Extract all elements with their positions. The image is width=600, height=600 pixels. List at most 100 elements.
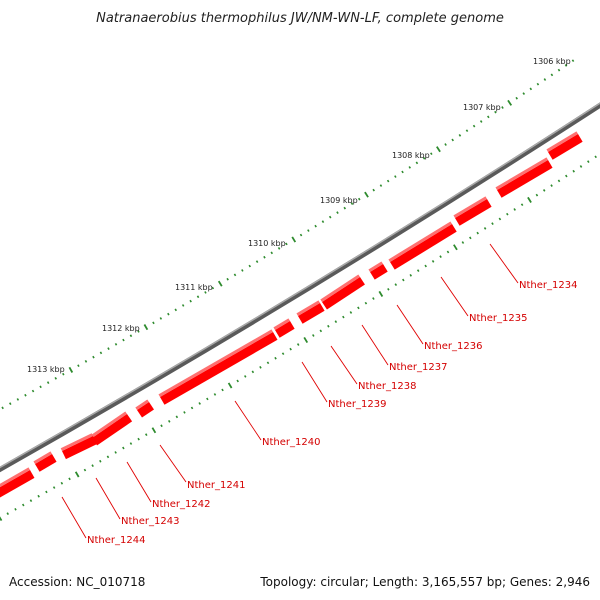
scale-tick <box>129 442 133 445</box>
scale-tick <box>491 222 494 226</box>
scale-tick <box>436 146 441 153</box>
scale-tick <box>461 241 465 244</box>
scale-tick <box>483 227 487 230</box>
gene-block <box>158 329 278 405</box>
gene-block-face <box>298 303 325 324</box>
scale-tick <box>476 231 479 235</box>
scale-tick <box>350 202 354 206</box>
scale-tick <box>129 334 133 338</box>
scale-tick <box>312 334 315 337</box>
scale-tick <box>213 393 217 396</box>
gene-block-side <box>485 196 492 207</box>
genome-backbone <box>0 102 600 473</box>
scale-tick <box>190 406 194 410</box>
scale-tick <box>175 415 179 419</box>
gene-blocks <box>0 131 583 498</box>
scale-tick <box>1 406 4 410</box>
map-title: Natranaerobius thermophilus JW/NM-WN-LF,… <box>96 11 504 26</box>
kbp-label-1308: 1308 kbp <box>392 151 430 160</box>
scale-tick <box>446 250 450 254</box>
leader-line-1241 <box>159 444 187 483</box>
scale-tick <box>54 376 57 380</box>
gene-label-1236: Nther_1236 <box>424 341 482 352</box>
scale-tick <box>529 87 533 91</box>
scale-tick <box>6 512 9 516</box>
scale-tick <box>226 277 229 281</box>
scale-tick <box>189 299 192 303</box>
scale-tick <box>291 236 297 243</box>
scale-tick <box>45 490 48 494</box>
scale-tick <box>299 233 303 237</box>
scale-tick <box>571 59 575 63</box>
scale-tick <box>259 365 262 369</box>
scale-tick <box>422 156 426 160</box>
leader-line-1240 <box>234 400 262 441</box>
gene-block-side <box>28 467 35 478</box>
scale-tick <box>494 110 497 114</box>
scale-tick <box>277 246 281 250</box>
gene-block-face <box>160 332 278 405</box>
scale-tick <box>39 385 42 389</box>
scale-tick <box>501 106 504 109</box>
gene-block-side <box>288 318 295 329</box>
scale-tick <box>122 338 125 342</box>
gene-block <box>90 411 133 446</box>
gene-block <box>0 467 35 498</box>
kbp-label-1309: 1309 kbp <box>320 196 358 205</box>
scale-tick <box>204 291 207 294</box>
leader-line-1237 <box>361 324 389 366</box>
scale-tick <box>372 188 375 192</box>
gene-block-side <box>125 411 133 422</box>
scale-tick <box>198 402 201 405</box>
scale-tick <box>507 99 513 106</box>
scale-tick <box>536 82 540 86</box>
scale-tick <box>14 508 17 511</box>
scale-tick <box>550 73 554 77</box>
scale-tick <box>274 356 277 360</box>
scale-tick <box>270 251 273 255</box>
scale-tick <box>458 133 462 137</box>
gene-block <box>388 221 457 270</box>
gene-block-top <box>273 318 290 330</box>
gene-block-top <box>33 451 52 464</box>
gene-label-1244: Nther_1244 <box>87 535 145 546</box>
gene-block-face <box>497 160 553 198</box>
gene-label-1239: Nther_1239 <box>328 399 386 410</box>
gene-block-face <box>35 454 57 472</box>
scale-tick <box>83 468 87 472</box>
scale-tick <box>557 68 561 72</box>
gene-label-1242: Nther_1242 <box>152 499 210 510</box>
scale-tick <box>206 397 209 401</box>
gene-label-1235: Nther_1235 <box>469 313 527 324</box>
inner-scale-ticks <box>0 155 597 522</box>
scale-tick <box>472 124 476 128</box>
scale-tick <box>387 287 390 291</box>
scale-tick <box>196 295 200 299</box>
scale-tick <box>415 161 419 165</box>
scale-tick <box>550 184 553 187</box>
scale-tick <box>303 336 309 344</box>
scale-tick <box>84 360 88 363</box>
scale-tick <box>255 260 259 264</box>
gene-block <box>273 318 295 338</box>
leader-line-1239 <box>301 361 328 403</box>
scale-tick <box>92 355 95 359</box>
gene-block-side <box>450 221 457 232</box>
scale-tick <box>506 212 509 216</box>
leader-line-1238 <box>330 345 358 385</box>
scale-tick <box>408 166 411 169</box>
gene-block <box>33 451 57 472</box>
scale-tick <box>321 220 325 224</box>
scale-tick <box>572 169 575 173</box>
scale-tick <box>587 160 590 164</box>
scale-tick <box>424 264 427 268</box>
leader-line-1244 <box>61 496 87 539</box>
kbp-label-1310: 1310 kbp <box>248 239 286 248</box>
kbp-scale: 1306 kbp 1307 kbp 1308 kbp 1309 kbp 1310… <box>27 57 571 374</box>
scale-tick <box>181 304 185 307</box>
scale-tick <box>289 347 292 351</box>
leader-line-1242 <box>126 461 152 503</box>
scale-tick <box>349 311 353 314</box>
scale-tick <box>542 189 546 192</box>
